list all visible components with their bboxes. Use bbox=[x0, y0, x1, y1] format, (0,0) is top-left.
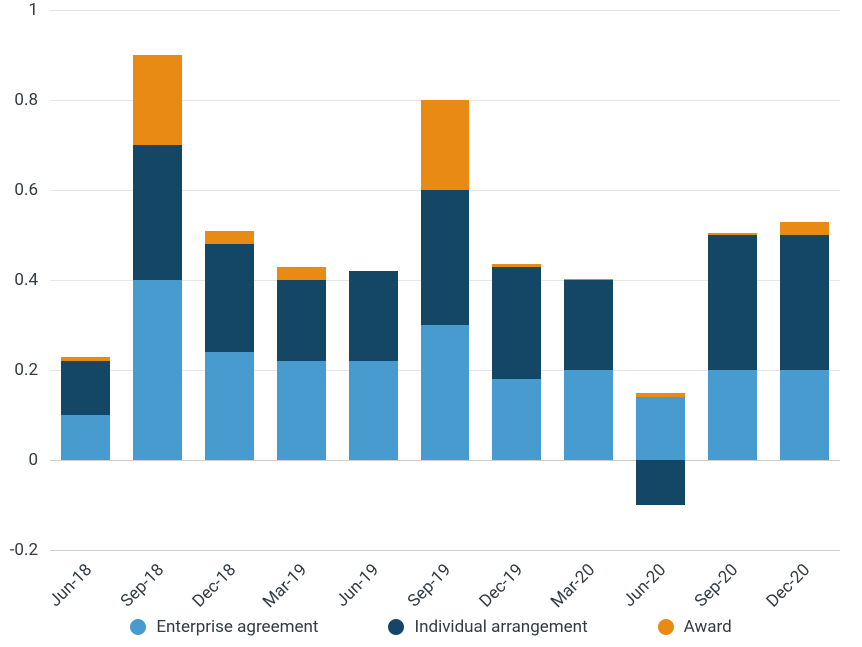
bar-segment-individual bbox=[421, 190, 470, 325]
y-tick-label: 1 bbox=[28, 0, 38, 20]
legend-item-enterprise: Enterprise agreement bbox=[130, 617, 318, 637]
bar-group bbox=[564, 10, 613, 550]
bar-segment-award bbox=[636, 393, 685, 398]
bar-group bbox=[277, 10, 326, 550]
legend-swatch-enterprise bbox=[130, 619, 146, 635]
bar-segment-individual bbox=[277, 280, 326, 361]
legend-item-award: Award bbox=[658, 617, 732, 637]
bar-segment-award bbox=[277, 267, 326, 281]
bar-group bbox=[349, 10, 398, 550]
bar-group bbox=[133, 10, 182, 550]
bar-group bbox=[708, 10, 757, 550]
legend-label-individual: Individual arrangement bbox=[414, 617, 587, 637]
bar-segment-award bbox=[708, 233, 757, 235]
x-tick-label: Sep-20 bbox=[691, 560, 742, 611]
bar-segment-enterprise bbox=[564, 370, 613, 460]
bar-segment-individual bbox=[61, 361, 110, 415]
gridline bbox=[50, 550, 840, 551]
bar-group bbox=[636, 10, 685, 550]
bars-container bbox=[50, 10, 840, 550]
legend-swatch-individual bbox=[388, 619, 404, 635]
legend-swatch-award bbox=[658, 619, 674, 635]
bar-group bbox=[61, 10, 110, 550]
bar-segment-individual bbox=[133, 145, 182, 280]
x-tick-label: Jun-20 bbox=[620, 560, 671, 611]
x-tick-label: Dec-20 bbox=[763, 560, 815, 612]
legend-label-enterprise: Enterprise agreement bbox=[156, 617, 318, 637]
x-tick-label: Jun-18 bbox=[45, 560, 96, 611]
bar-segment-enterprise bbox=[780, 370, 829, 460]
bar-segment-award bbox=[564, 279, 613, 280]
bar-segment-award bbox=[421, 100, 470, 190]
bar-segment-enterprise bbox=[708, 370, 757, 460]
x-axis-labels: Jun-18Sep-18Dec-18Mar-19Jun-19Sep-19Dec-… bbox=[50, 555, 840, 605]
x-tick-label: Mar-19 bbox=[259, 560, 311, 612]
legend: Enterprise agreement Individual arrangem… bbox=[0, 612, 862, 642]
bar-segment-individual bbox=[205, 244, 254, 352]
bar-segment-award bbox=[780, 222, 829, 236]
bar-segment-enterprise bbox=[277, 361, 326, 460]
bar-group bbox=[205, 10, 254, 550]
y-tick-label: 0.8 bbox=[14, 90, 38, 110]
x-tick-label: Dec-19 bbox=[475, 560, 527, 612]
bar-segment-individual bbox=[708, 235, 757, 370]
x-tick-label: Sep-18 bbox=[117, 560, 168, 611]
y-tick-label: 0.2 bbox=[14, 360, 38, 380]
chart-plot-area: -0.200.20.40.60.81 bbox=[50, 10, 840, 550]
bar-segment-award bbox=[133, 55, 182, 145]
bar-segment-individual bbox=[780, 235, 829, 370]
legend-item-individual: Individual arrangement bbox=[388, 617, 587, 637]
bar-segment-enterprise bbox=[492, 379, 541, 460]
y-tick-label: 0.6 bbox=[14, 180, 38, 200]
bar-segment-enterprise bbox=[349, 361, 398, 460]
bar-segment-enterprise bbox=[205, 352, 254, 460]
bar-segment-award bbox=[61, 357, 110, 362]
y-tick-label: -0.2 bbox=[10, 540, 38, 560]
bar-segment-award bbox=[492, 264, 541, 266]
x-tick-label: Dec-18 bbox=[188, 560, 240, 612]
bar-segment-enterprise bbox=[421, 325, 470, 460]
y-tick-label: 0 bbox=[28, 450, 38, 470]
bar-segment-enterprise bbox=[61, 415, 110, 460]
x-tick-label: Sep-19 bbox=[404, 560, 455, 611]
bar-segment-individual bbox=[349, 271, 398, 361]
legend-label-award: Award bbox=[684, 617, 732, 637]
x-tick-label: Jun-19 bbox=[332, 560, 383, 611]
x-tick-label: Mar-20 bbox=[547, 560, 599, 612]
bar-segment-individual bbox=[636, 460, 685, 505]
bar-segment-individual bbox=[492, 267, 541, 380]
bar-group bbox=[421, 10, 470, 550]
bar-group bbox=[780, 10, 829, 550]
y-tick-label: 0.4 bbox=[14, 270, 38, 290]
bar-segment-individual bbox=[564, 280, 613, 370]
bar-segment-award bbox=[205, 231, 254, 245]
bar-segment-enterprise bbox=[636, 397, 685, 460]
bar-group bbox=[492, 10, 541, 550]
bar-segment-enterprise bbox=[133, 280, 182, 460]
